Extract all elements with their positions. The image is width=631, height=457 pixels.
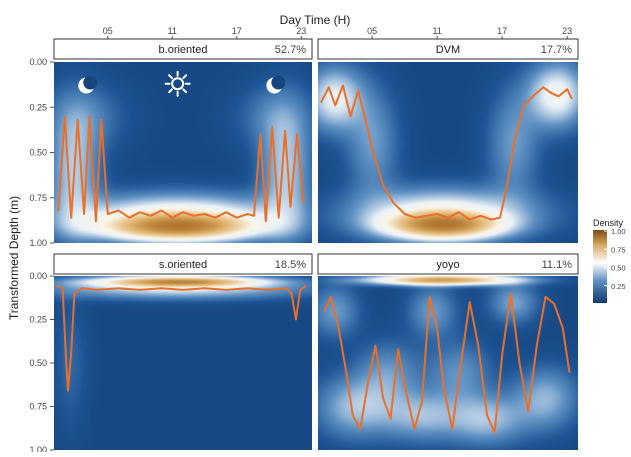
y-tick-label: 1.00	[29, 238, 47, 248]
facet-strip	[317, 38, 579, 60]
facet-panels: b.oriented 52.7% DVM 17.7% s.oriented 18.5% yo…	[53, 38, 579, 450]
legend-tick-label: 0.25	[611, 282, 626, 291]
legend: Density 1.00 0.75 0.50 0.25	[593, 218, 626, 303]
depth-profile-line	[57, 115, 305, 223]
depth-profile-line	[323, 292, 571, 434]
density-raster	[54, 276, 312, 450]
y-tick-label: 0.75	[29, 402, 47, 412]
moon-icon	[78, 75, 98, 94]
facet-strip	[317, 253, 579, 275]
y-tick-label: 0.25	[29, 315, 47, 325]
y-tick-label: 0.00	[29, 57, 47, 67]
legend-ticks: 1.00 0.75 0.50 0.25	[604, 227, 626, 291]
y-axis-ticks: 0.00 0.25 0.50 0.75 1.00 0.00 0.25 0.50 0.75 1.00	[29, 57, 54, 455]
facet-name: yoyo	[436, 259, 459, 271]
facet-percent: 17.7%	[541, 44, 572, 56]
facet-panel-DVM: DVM 17.7%	[317, 38, 579, 243]
density-raster	[318, 62, 578, 243]
legend-tick-label: 0.75	[611, 245, 626, 254]
facet-name: DVM	[436, 44, 460, 56]
facet-strip	[53, 253, 313, 275]
x-axis-ticks: 05 11 17 23 05 11 17 23	[103, 26, 572, 39]
y-tick-label: 0.75	[29, 193, 47, 203]
legend-title: Density	[593, 218, 624, 228]
facet-name: s.oriented	[159, 259, 207, 271]
y-tick-label: 0.50	[29, 358, 47, 368]
moon-icon	[266, 75, 286, 94]
sun-icon	[164, 70, 191, 97]
legend-colorbar	[593, 230, 607, 303]
y-tick-label: 1.00	[29, 445, 47, 452]
x-tick-label: 23	[562, 26, 572, 36]
y-tick-label: 0.25	[29, 102, 47, 112]
depth-profile-line	[56, 285, 307, 392]
x-tick-label: 17	[232, 26, 242, 36]
legend-tick-label: 0.50	[611, 264, 626, 273]
legend-tick-label: 1.00	[611, 227, 626, 236]
facet-panel-b-oriented: b.oriented 52.7%	[53, 38, 313, 243]
x-axis-title: Day Time (H)	[280, 13, 351, 27]
x-tick-label: 11	[168, 26, 177, 36]
facet-percent: 18.5%	[275, 259, 306, 271]
depth-profile-line	[320, 84, 573, 221]
facet-name: b.oriented	[159, 44, 208, 56]
x-tick-label: 05	[103, 26, 113, 36]
facet-panel-yoyo: yoyo 11.1%	[317, 253, 579, 450]
facet-percent: 52.7%	[275, 44, 306, 56]
facet-percent: 11.1%	[542, 259, 573, 271]
y-tick-label: 0.50	[29, 148, 47, 158]
x-tick-label: 17	[497, 26, 507, 36]
x-tick-label: 23	[296, 26, 306, 36]
facet-strip	[53, 38, 313, 60]
y-tick-label: 0.00	[29, 271, 47, 281]
x-tick-label: 11	[432, 26, 441, 36]
x-tick-label: 05	[367, 26, 377, 36]
y-axis-title: Transformed Depth (m)	[7, 196, 21, 320]
facet-panel-s-oriented: s.oriented 18.5%	[53, 253, 313, 450]
